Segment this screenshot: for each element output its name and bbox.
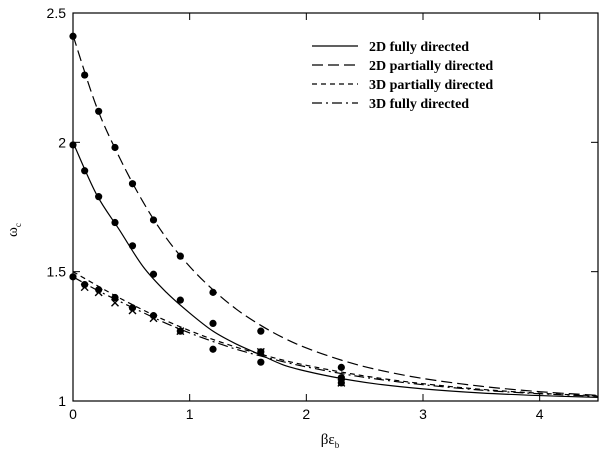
x-tick-label: 3 <box>419 406 427 422</box>
series-line-2d-fully-directed <box>72 142 599 398</box>
y-tick-label: 1.5 <box>47 264 67 280</box>
x-tick-label: 4 <box>536 406 544 422</box>
data-point-3d-fully-directed <box>176 327 184 335</box>
data-point-2d-fully-directed <box>111 218 119 227</box>
y-axis-title-main: ω <box>5 227 21 237</box>
data-point-2d-partially-directed <box>176 252 184 260</box>
data-point-2d-partially-directed <box>111 143 119 152</box>
data-point-3d-partially-directed <box>256 347 265 356</box>
x-tick-label: 1 <box>186 406 194 422</box>
legend-label: 2D partially directed <box>369 59 493 74</box>
series-line-3d-partially-directed <box>72 271 599 397</box>
legend: 2D fully directed 2D partially directed 3D… <box>312 40 493 112</box>
y-axis-title: ωc <box>5 223 23 237</box>
y-tick-label: 2 <box>58 134 66 150</box>
data-point-3d-fully-directed <box>128 304 137 312</box>
data-point-3d-fully-directed <box>81 281 89 289</box>
legend-item-2d-fully-directed: 2D fully directed <box>312 40 469 55</box>
data-point-2d-partially-directed <box>257 327 265 335</box>
data-point-3d-fully-directed <box>111 293 119 302</box>
data-point-2d-partially-directed <box>69 32 77 40</box>
data-point-3d-fully-directed <box>95 286 103 294</box>
data-point-2d-fully-directed <box>128 242 137 250</box>
data-point-2d-partially-directed <box>81 71 89 79</box>
data-point-3d-fully-directed <box>209 345 217 353</box>
plot-frame <box>72 12 599 402</box>
data-point-3d-fully-directed <box>257 358 265 366</box>
data-point-2d-partially-directed <box>149 216 158 224</box>
data-point-2d-fully-directed <box>337 374 345 382</box>
data-point-2d-fully-directed <box>69 141 77 149</box>
data-point-3d-fully-directed <box>337 379 345 387</box>
series-line-3d-fully-directed <box>72 276 599 397</box>
data-point-2d-fully-directed <box>149 270 158 278</box>
cross-stroke <box>111 298 119 307</box>
y-axis-title-subscript: c <box>13 223 23 227</box>
data-point-3d-fully-directed <box>149 312 158 320</box>
x-axis-title-subscript: b <box>335 440 340 450</box>
y-tick-label: 2.5 <box>47 5 67 21</box>
data-point-2d-fully-directed <box>176 296 184 304</box>
plot-border <box>72 12 599 402</box>
data-point-2d-fully-directed <box>209 319 217 327</box>
x-axis-title-main: βε <box>321 432 335 448</box>
legend-item-2d-partially-directed: 2D partially directed <box>312 59 493 74</box>
y-tick-label: 1 <box>58 393 66 409</box>
legend-label: 3D partially directed <box>369 78 493 93</box>
series-line-2d-partially-directed <box>72 35 599 396</box>
data-point-3d-partially-directed <box>111 298 119 307</box>
legend-item-3d-partially-directed: 3D partially directed <box>312 78 493 93</box>
data-point-2d-fully-directed <box>81 167 89 175</box>
legend-label: 2D fully directed <box>369 40 469 55</box>
data-point-2d-partially-directed <box>95 107 103 115</box>
x-tick-label: 2 <box>302 406 310 422</box>
legend-item-3d-fully-directed: 3D fully directed <box>312 97 469 112</box>
data-point-2d-partially-directed <box>128 180 137 188</box>
data-point-2d-partially-directed <box>209 288 217 296</box>
x-axis: 0 1 2 3 4 <box>69 13 544 422</box>
series-markers <box>69 32 346 387</box>
cross-stroke <box>256 347 265 356</box>
legend-label: 3D fully directed <box>369 97 469 112</box>
x-axis-title: βεb <box>321 432 340 450</box>
x-tick-label: 0 <box>69 406 77 422</box>
data-point-3d-fully-directed <box>69 273 77 281</box>
series-curves <box>72 35 599 398</box>
data-point-2d-partially-directed <box>337 363 345 371</box>
data-point-2d-fully-directed <box>95 193 103 201</box>
